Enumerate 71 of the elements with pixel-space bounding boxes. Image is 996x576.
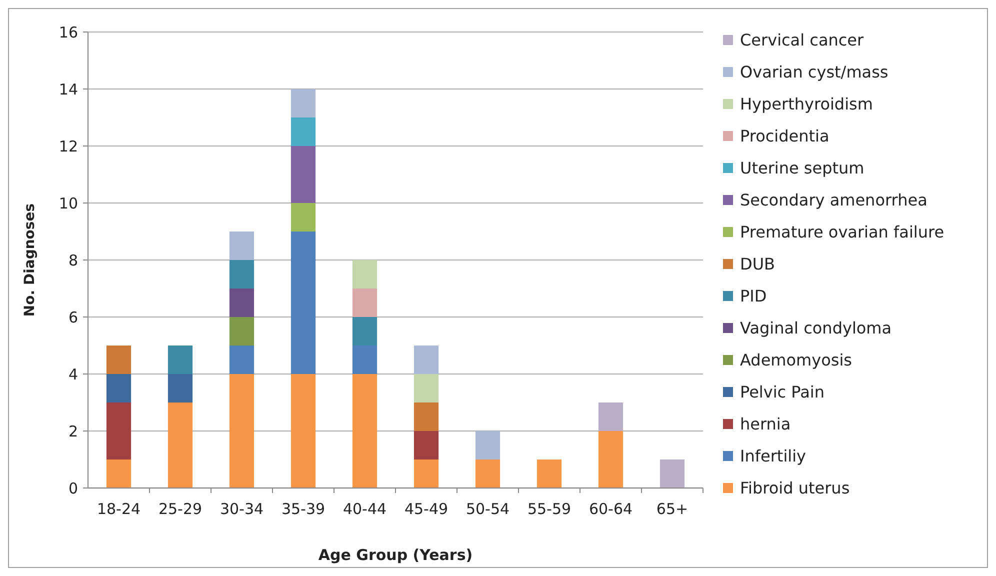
legend-label: Ovarian cyst/mass (740, 62, 888, 82)
bar (352, 346, 378, 374)
bar (229, 288, 254, 317)
x-tick-label: 45-49 (404, 500, 448, 518)
legend-label: Secondary amenorrhea (740, 190, 928, 210)
legend-label: Cervical cancer (740, 30, 864, 50)
bar (598, 402, 624, 431)
x-tick-label: 55-59 (527, 500, 572, 518)
x-tick-label: 18-24 (96, 500, 141, 518)
y-tick-label: 2 (68, 422, 78, 440)
y-tick-label: 12 (58, 137, 78, 156)
bar (414, 460, 439, 488)
bar (106, 460, 132, 488)
legend-label: Infertiliy (740, 446, 806, 466)
bar (414, 431, 439, 460)
x-tick-label: 60-64 (588, 500, 633, 518)
bar (229, 374, 254, 488)
legend-label: Hyperthyroidism (740, 94, 873, 114)
bar (352, 374, 378, 488)
legend-label: Vaginal condyloma (740, 318, 892, 338)
x-tick-label: 50-54 (466, 500, 510, 518)
bar (106, 402, 132, 460)
bar (352, 260, 378, 288)
legend-label: DUB (740, 254, 776, 274)
bar (290, 374, 316, 488)
bar (598, 431, 624, 488)
bar (229, 317, 254, 346)
legend-label: PID (740, 286, 767, 306)
bar (290, 118, 316, 146)
y-tick-label: 8 (68, 251, 78, 270)
x-axis-title: Age Group (Years) (318, 546, 473, 564)
y-tick-label: 14 (58, 80, 78, 98)
bar (352, 288, 378, 317)
bar (475, 431, 500, 460)
bar (290, 232, 316, 374)
bar (414, 374, 439, 402)
bar (414, 402, 439, 431)
legend-label: hernia (740, 414, 791, 434)
bar (290, 146, 316, 203)
x-tick-label: 30-34 (220, 500, 264, 518)
legend-label: Procidentia (740, 126, 830, 146)
x-tick-label: 35-39 (281, 500, 326, 518)
bar (536, 460, 562, 488)
legend-label: Ademomyosis (740, 350, 852, 370)
y-tick-label: 0 (68, 479, 78, 498)
x-tick-label: 25-29 (158, 500, 202, 518)
bar (106, 346, 132, 374)
bar (168, 346, 193, 374)
bar (168, 374, 193, 402)
bar (168, 402, 193, 488)
bar (660, 460, 685, 488)
bar (229, 260, 254, 288)
bar (414, 346, 439, 374)
y-axis-title: No. Diagnoses (22, 203, 38, 317)
bar (475, 460, 500, 488)
y-tick-label: 16 (58, 23, 78, 42)
legend-label: Fibroid uterus (740, 478, 850, 498)
y-tick-label: 4 (68, 365, 78, 384)
legend-label: Pelvic Pain (740, 382, 824, 402)
x-tick-label: 40-44 (342, 500, 387, 518)
legend-label: Premature ovarian failure (740, 222, 944, 242)
bar (229, 232, 254, 260)
bar (229, 346, 254, 374)
bar (290, 89, 316, 118)
x-tick-label: 65+ (656, 500, 688, 518)
legend-label: Uterine septum (740, 158, 864, 178)
y-tick-label: 10 (58, 194, 78, 212)
bar (290, 203, 316, 232)
bar (106, 374, 132, 402)
y-tick-label: 6 (68, 308, 78, 326)
bar (352, 317, 378, 346)
